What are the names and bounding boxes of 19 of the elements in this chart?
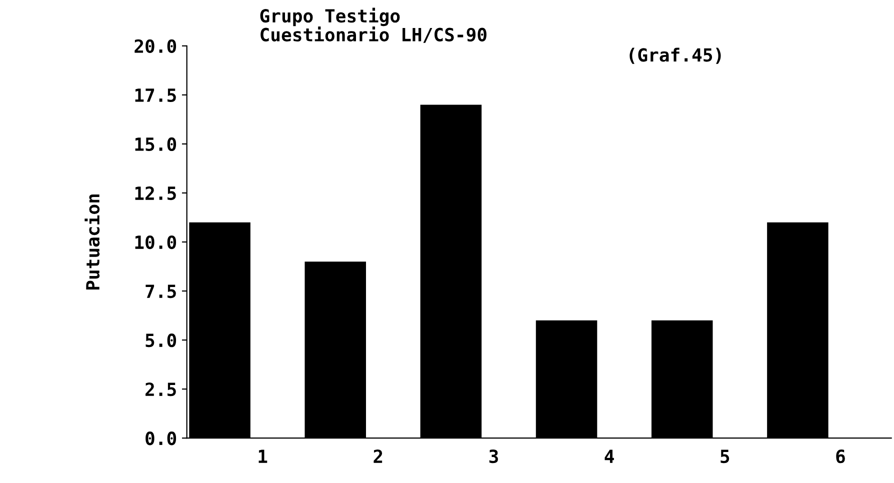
x-tick-label: 3 [489,450,498,464]
y-tick-label: 17.5 [135,88,176,102]
chart-title: Grupo Testigo [260,8,400,26]
y-tick-label: 2.5 [146,382,176,396]
y-tick-label: 10.0 [135,235,176,250]
y-tick-label: 12.5 [135,186,176,200]
y-tick-label: 15.0 [135,137,176,152]
y-tick-label: 20.0 [134,39,176,53]
chart-subtitle: Cuestionario LH/CS-90 [260,26,486,43]
x-tick-label: 1 [258,450,268,463]
x-tick-label: 6 [836,450,845,464]
y-tick-label: 0.0 [146,432,176,446]
x-tick-label: 2 [374,450,382,463]
x-tick-label: 4 [604,450,614,463]
annotation: (Graf.45) [630,48,721,64]
x-tick-label: 5 [720,450,730,464]
y-tick-label: 5.0 [146,333,176,348]
y-axis-title: Putuacion [84,194,100,290]
y-tick-label: 7.5 [146,284,176,298]
